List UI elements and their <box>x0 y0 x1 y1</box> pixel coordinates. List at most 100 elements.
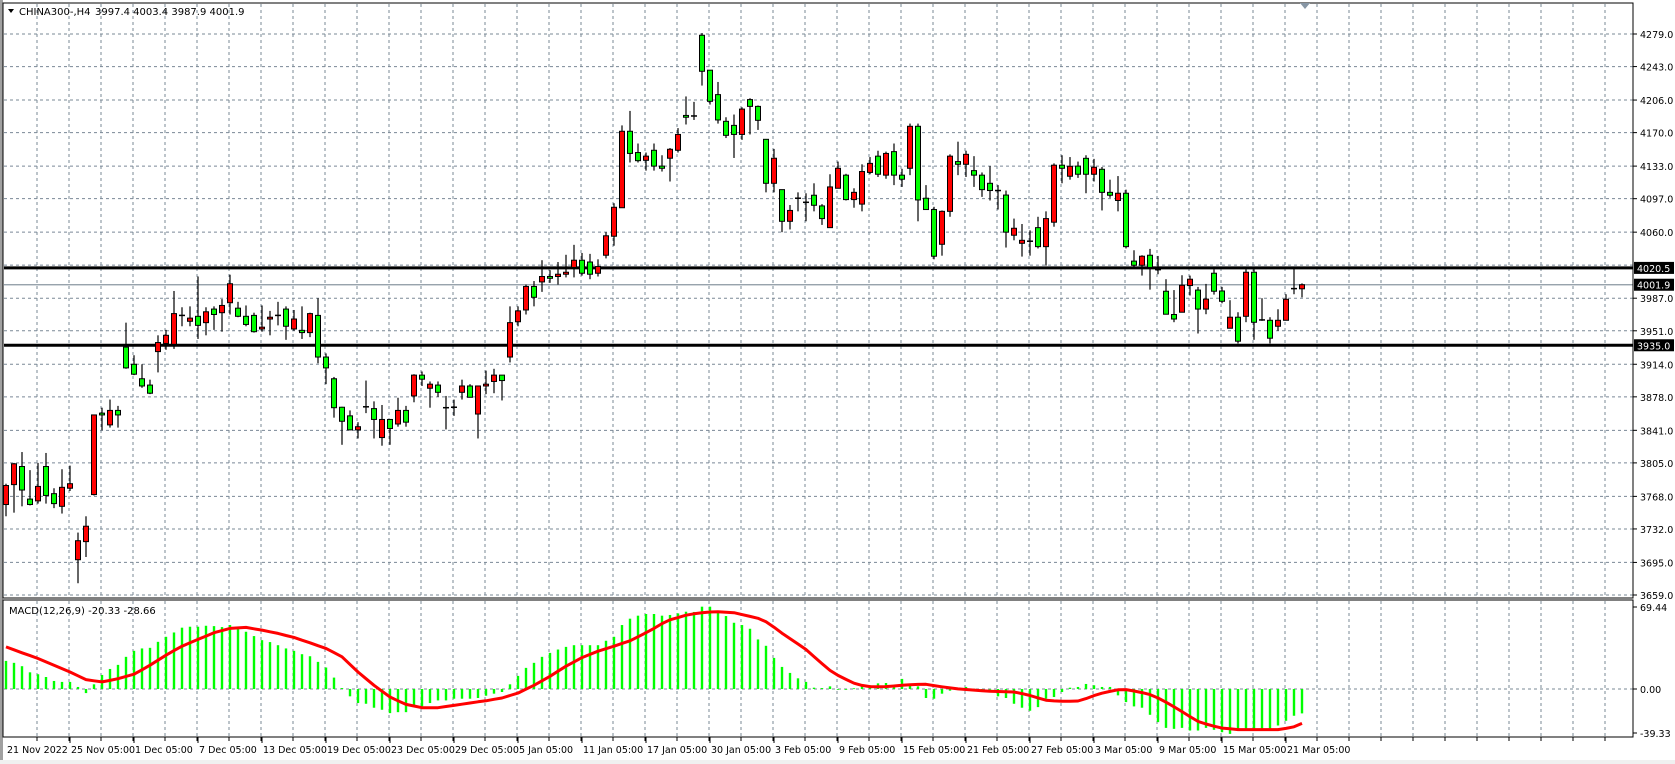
candle-body-up <box>35 485 41 502</box>
candle <box>1259 298 1265 321</box>
candle <box>891 143 897 186</box>
candle <box>187 306 193 327</box>
candle-body-down <box>283 308 289 327</box>
macd-histogram-bar <box>508 684 512 689</box>
candle <box>371 401 377 439</box>
chart-shift-marker-icon[interactable] <box>1300 3 1310 9</box>
candle <box>1291 268 1297 295</box>
price-axis-label: 3951.0 <box>1640 327 1673 338</box>
macd-histogram-bar <box>44 677 48 689</box>
candle-body-down <box>315 314 321 358</box>
macd-histogram-bar <box>780 666 784 689</box>
macd-histogram-bar <box>324 667 328 689</box>
candle-body-down <box>99 412 105 416</box>
candle-body-down <box>323 356 329 369</box>
candle <box>27 470 33 506</box>
macd-histogram-bar <box>860 685 864 689</box>
candle <box>139 364 145 388</box>
macd-histogram-bar <box>1004 689 1008 698</box>
candle <box>379 404 385 446</box>
candle-body-down <box>43 466 49 496</box>
candle-body-down <box>131 363 137 375</box>
level-price-tag <box>1634 339 1674 352</box>
macd-histogram-bar <box>1180 689 1184 728</box>
candle <box>515 306 521 327</box>
candle <box>1123 189 1129 249</box>
candle-body-up <box>91 414 97 496</box>
time-axis-label: 13 Dec 05:00 <box>263 745 327 756</box>
candle <box>787 205 793 230</box>
candle <box>59 469 65 514</box>
candle-body-down <box>747 99 753 107</box>
candle-body-up <box>11 463 17 486</box>
candle <box>1283 294 1289 321</box>
candle-body-down <box>779 189 785 222</box>
candle <box>283 306 289 340</box>
macd-histogram-bar <box>1148 689 1152 715</box>
candle-body-up <box>539 275 545 283</box>
candle-body-up <box>619 130 625 209</box>
macd-histogram-bar <box>1244 689 1248 730</box>
candle-body-down <box>987 182 993 192</box>
macd-histogram-bar <box>1012 689 1016 704</box>
candle-body-up <box>107 409 113 426</box>
candle-body-down <box>579 259 585 274</box>
macd-title: MACD(12,26,9) -20.33 -28.66 <box>9 606 156 617</box>
candle <box>971 156 977 187</box>
triangle-down-icon[interactable] <box>8 9 14 13</box>
candle <box>579 252 585 276</box>
candle-body-up <box>667 148 673 159</box>
candle <box>347 410 353 431</box>
candle <box>771 148 777 193</box>
candle <box>699 33 705 86</box>
candle-body-down <box>147 384 153 394</box>
candle-body-up <box>1227 316 1233 329</box>
candle-body-down <box>819 205 825 220</box>
candle <box>875 150 881 177</box>
candle <box>1227 300 1233 329</box>
candle <box>1115 176 1121 212</box>
candle <box>227 274 233 315</box>
candle <box>443 395 449 430</box>
price-axis-label: 3914.0 <box>1640 360 1673 371</box>
candle <box>195 276 201 339</box>
candle-body-down <box>1267 319 1273 339</box>
candle-body-up <box>1019 239 1025 244</box>
candle-body-down <box>1163 290 1169 315</box>
candle <box>51 488 57 509</box>
macd-histogram-bar <box>1044 689 1048 699</box>
candle-body-down <box>923 197 929 211</box>
candle <box>435 381 441 397</box>
candle <box>667 148 673 182</box>
candle <box>843 173 849 201</box>
candle <box>923 185 929 211</box>
candle <box>19 452 25 507</box>
candle <box>1251 269 1257 340</box>
level-price-label: 3935.0 <box>1637 341 1670 352</box>
candle-body-down <box>1235 316 1241 342</box>
candle-body-down <box>531 285 537 298</box>
candle-body-down <box>659 165 665 169</box>
candle-body-down <box>1219 290 1225 302</box>
macd-histogram-bar <box>812 687 816 689</box>
candle <box>235 301 241 318</box>
candle <box>763 138 769 193</box>
time-axis-label: 17 Jan 05:00 <box>647 745 707 756</box>
candle <box>1067 157 1073 180</box>
macd-histogram-bar <box>1236 689 1240 730</box>
candle <box>251 312 257 333</box>
macd-histogram-bar <box>60 681 64 689</box>
horizontal-levels[interactable]: 4001.9 4020.5 3935.0 <box>4 261 1674 352</box>
candle-body-down <box>627 130 633 154</box>
macd-histogram-bar <box>1028 689 1032 711</box>
candle <box>291 309 297 331</box>
candle <box>91 414 97 496</box>
candle <box>1195 286 1201 334</box>
candle <box>715 81 721 124</box>
candle-body-up <box>963 153 969 165</box>
candle <box>1219 286 1225 304</box>
candle-body-up <box>1203 298 1209 310</box>
macd-histogram-bar <box>716 611 720 689</box>
candle-body-down <box>1075 165 1081 175</box>
